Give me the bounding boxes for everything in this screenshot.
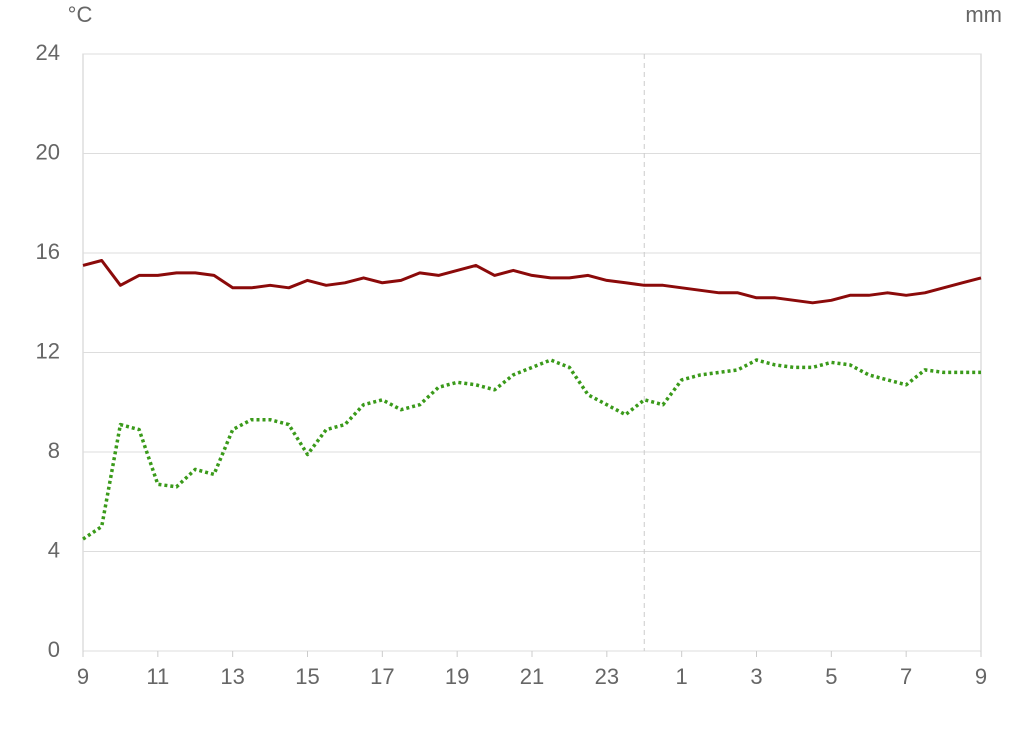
y-tick-label: 0 — [48, 637, 60, 662]
y-tick-label: 20 — [36, 139, 60, 164]
y2-axis-label: mm — [965, 2, 1002, 27]
x-tick-label: 1 — [676, 664, 688, 689]
x-tick-label: 11 — [146, 664, 169, 689]
x-tick-label: 17 — [370, 664, 394, 689]
y-tick-label: 8 — [48, 438, 60, 463]
x-tick-label: 3 — [750, 664, 762, 689]
y-tick-label: 12 — [36, 338, 60, 363]
y-tick-label: 24 — [36, 40, 60, 65]
x-tick-label: 13 — [220, 664, 244, 689]
x-tick-label: 7 — [900, 664, 912, 689]
x-tick-label: 9 — [975, 664, 987, 689]
x-tick-label: 9 — [77, 664, 89, 689]
y-tick-label: 4 — [48, 537, 60, 562]
x-tick-label: 5 — [825, 664, 837, 689]
x-tick-label: 15 — [295, 664, 319, 689]
x-tick-label: 23 — [595, 664, 619, 689]
x-tick-label: 21 — [520, 664, 544, 689]
x-tick-label: 19 — [445, 664, 469, 689]
series-line — [82, 358, 981, 541]
y-tick-label: 16 — [36, 239, 60, 264]
series-line — [82, 259, 982, 305]
y-axis-label: °C — [68, 2, 93, 27]
